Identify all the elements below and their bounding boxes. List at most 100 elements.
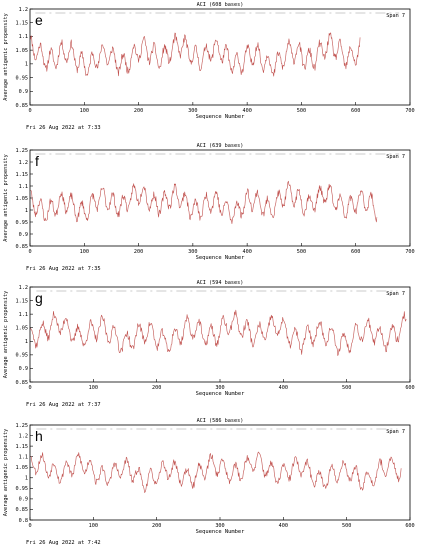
x-tick-label: 0 [28, 249, 31, 255]
y-tick-label: 1.15 [16, 298, 29, 304]
span-label: Span 7 [386, 154, 405, 160]
panel-letter: h [35, 428, 43, 444]
antigenic-propensity-line [30, 309, 407, 356]
y-tick-label: 0.95 [16, 220, 29, 226]
y-tick-label: 1.1 [19, 312, 28, 318]
x-tick-label: 400 [242, 108, 251, 114]
x-tick-label: 200 [134, 249, 143, 255]
y-tick-label: 0.85 [16, 380, 29, 386]
y-tick-label: 1 [25, 339, 28, 345]
antigenic-propensity-line [30, 451, 402, 493]
x-tick-label: 200 [152, 523, 161, 529]
panel-letter: f [35, 153, 39, 169]
x-tick-label: 300 [188, 249, 197, 255]
y-tick-label: 1.15 [16, 172, 29, 178]
y-tick-label: 1.05 [16, 326, 29, 332]
y-tick-label: 1.05 [16, 465, 29, 471]
span-label: Span 7 [386, 429, 405, 435]
x-tick-label: 300 [215, 385, 224, 391]
x-tick-label: 500 [297, 108, 306, 114]
panel-letter: g [35, 290, 43, 306]
footer-timestamp: Fri 26 Aug 2022 at 7:37 [26, 402, 101, 408]
chart-panel-h: ACI (586 bases) Span 7 h 0.8 0.85 0.9 0.95 1 1.0… [3, 418, 415, 546]
chart-panel-f: ACI (639 bases) Span 7 f 0.85 0.9 0.95 1 1.05 1.… [3, 143, 415, 272]
y-tick-label: 1.2 [19, 433, 28, 439]
x-tick-label: 300 [215, 523, 224, 529]
panel-letter: e [35, 12, 43, 28]
chart-panel-e: ACI (608 bases) Span 7 e 0.85 0.9 0.95 1 1.05 1.… [3, 2, 415, 131]
span-label: Span 7 [386, 13, 405, 19]
y-tick-label: 0.85 [16, 103, 29, 109]
chart-title: ACI (639 bases) [197, 143, 244, 149]
plot-frame [29, 8, 411, 106]
y-tick-label: 1 [25, 62, 28, 68]
x-axis-label: Sequence Number [196, 529, 245, 535]
y-tick-label: 0.85 [16, 507, 29, 513]
y-tick-label: 0.8 [19, 518, 28, 524]
y-tick-label: 1.15 [16, 444, 29, 450]
footer-timestamp: Fri 26 Aug 2022 at 7:33 [26, 125, 101, 131]
x-tick-label: 700 [405, 249, 414, 255]
y-tick-label: 1.1 [19, 34, 28, 40]
y-tick-label: 1.2 [19, 160, 28, 166]
y-tick-label: 1.1 [19, 454, 28, 460]
y-tick-label: 1.25 [16, 148, 29, 154]
x-tick-label: 400 [279, 523, 288, 529]
y-axis-label: Average antigenic propensity [3, 291, 9, 378]
x-tick-label: 0 [28, 108, 31, 114]
footer-timestamp: Fri 26 Aug 2022 at 7:35 [26, 266, 101, 272]
y-axis-label: Average antigenic propensity [3, 154, 9, 241]
x-tick-label: 100 [89, 523, 98, 529]
y-tick-label: 1.05 [16, 48, 29, 54]
x-axis-label: Sequence Number [196, 255, 245, 261]
x-tick-label: 0 [28, 385, 31, 391]
y-tick-label: 1.05 [16, 196, 29, 202]
chart-title: ACI (594 bases) [197, 280, 244, 286]
x-tick-label: 100 [80, 249, 89, 255]
y-tick-label: 0.9 [19, 366, 28, 372]
y-tick-label: 1 [25, 476, 28, 482]
y-tick-label: 0.9 [19, 89, 28, 95]
span-label: Span 7 [386, 291, 405, 297]
y-tick-label: 0.9 [19, 497, 28, 503]
x-tick-label: 200 [134, 108, 143, 114]
x-tick-label: 200 [152, 385, 161, 391]
x-tick-label: 600 [405, 523, 414, 529]
x-tick-label: 600 [351, 249, 360, 255]
x-tick-label: 400 [242, 249, 251, 255]
x-tick-label: 700 [405, 108, 414, 114]
chart-title: ACI (608 bases) [197, 2, 244, 8]
x-tick-label: 500 [342, 385, 351, 391]
y-tick-label: 1.1 [19, 184, 28, 190]
x-tick-label: 300 [188, 108, 197, 114]
y-tick-label: 0.85 [16, 244, 29, 250]
footer-timestamp: Fri 26 Aug 2022 at 7:42 [26, 540, 101, 546]
x-tick-label: 400 [279, 385, 288, 391]
x-tick-label: 500 [297, 249, 306, 255]
y-tick-label: 1.25 [16, 423, 29, 429]
x-tick-label: 0 [28, 523, 31, 529]
chart-title: ACI (586 bases) [197, 418, 244, 424]
y-tick-label: 1 [25, 208, 28, 214]
chart-panel-g: ACI (594 bases) Span 7 g 0.85 0.9 0.95 1 1.05 1.… [3, 280, 415, 408]
x-axis-label: Sequence Number [196, 114, 245, 120]
antigenic-propensity-line [30, 32, 361, 77]
y-tick-label: 0.9 [19, 232, 28, 238]
y-tick-label: 0.95 [16, 486, 29, 492]
y-tick-label: 0.95 [16, 353, 29, 359]
x-tick-label: 500 [342, 523, 351, 529]
plot-frame [29, 424, 411, 521]
x-tick-label: 100 [80, 108, 89, 114]
antigenic-propensity-line [30, 180, 378, 225]
y-tick-label: 1.2 [19, 285, 28, 291]
plot-frame [29, 149, 411, 247]
y-axis-label: Average antigenic propensity [3, 429, 9, 516]
x-axis-label: Sequence Number [196, 391, 245, 397]
y-tick-label: 1.2 [19, 7, 28, 13]
x-tick-label: 600 [405, 385, 414, 391]
y-axis-label: Average antigenic propensity [3, 13, 9, 100]
x-tick-label: 100 [89, 385, 98, 391]
y-tick-label: 0.95 [16, 75, 29, 81]
y-tick-label: 1.15 [16, 21, 29, 27]
